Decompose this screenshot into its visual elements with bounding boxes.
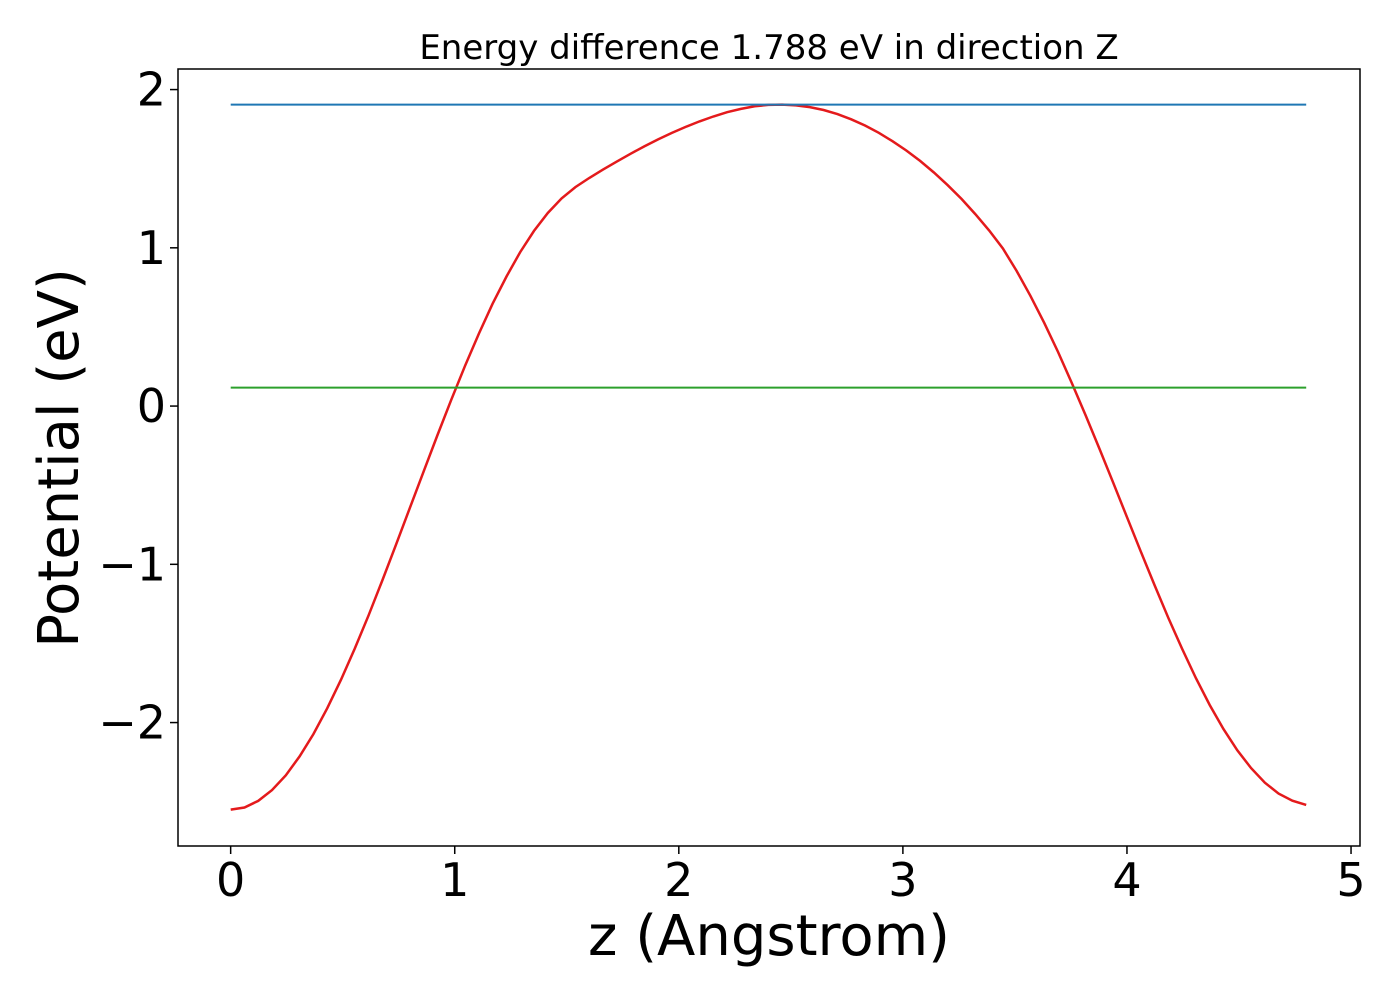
x-tick-label: 0: [216, 853, 245, 907]
x-tick-label: 1: [440, 853, 469, 907]
y-tick-label: 1: [137, 221, 166, 275]
x-axis-ticks: 0 1 2 3 4 5: [216, 846, 1366, 907]
y-tick-label: −2: [98, 696, 166, 750]
potential-curve: [230, 103, 1307, 811]
plot-area-frame: [177, 68, 1361, 847]
y-tick-label: −1: [98, 537, 166, 591]
x-tick-label: 2: [664, 853, 693, 907]
y-tick-label: 2: [137, 63, 166, 117]
x-axis-label: z (Angstrom): [588, 904, 950, 969]
x-tick-label: 3: [888, 853, 917, 907]
y-tick-label: 0: [137, 379, 166, 433]
y-axis-ticks: −2 −1 0 1 2: [98, 63, 178, 750]
series-layer: [230, 103, 1307, 811]
x-tick-label: 4: [1112, 853, 1141, 907]
x-tick-label: 5: [1336, 853, 1365, 907]
chart-title: Energy difference 1.788 eV in direction …: [419, 28, 1118, 68]
y-axis-label: Potential (eV): [27, 268, 92, 648]
